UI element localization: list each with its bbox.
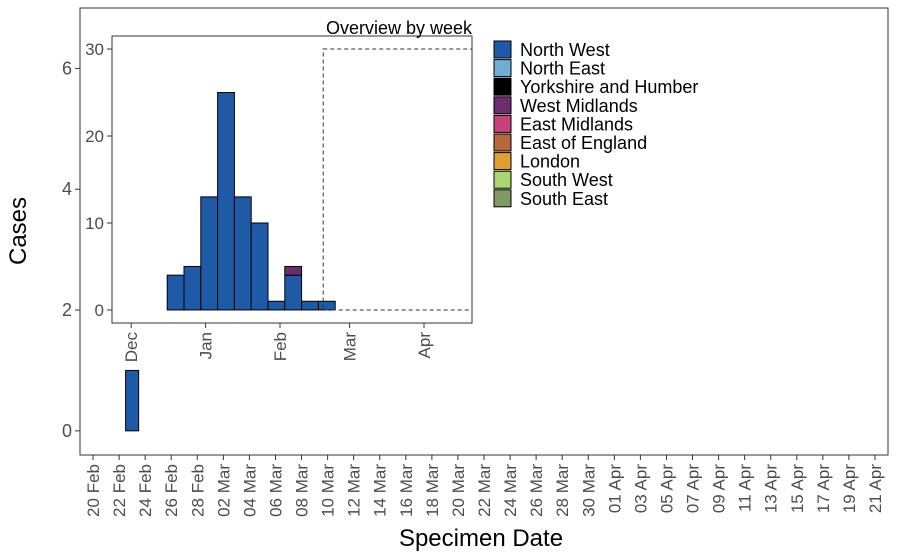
legend-label: North West — [520, 40, 610, 60]
inset-x-tick-label: Jan — [197, 332, 216, 359]
x-tick-label: 01 Apr — [605, 464, 624, 513]
x-tick-label: 26 Mar — [527, 464, 546, 517]
main-panel: 0 2 4 6 20 Feb 22 Feb 24 Feb 26 Feb 28 Feb 02 Ma… — [62, 7, 889, 517]
main-bars — [125, 369, 140, 432]
y-tick-label: 6 — [62, 58, 72, 78]
inset-y-tick-label: 0 — [95, 301, 104, 320]
legend-swatch — [493, 170, 512, 189]
x-tick-label: 17 Apr — [814, 464, 833, 513]
inset-bar — [284, 274, 303, 311]
inset-y-tick-label: 20 — [85, 127, 104, 146]
y-tick-label: 4 — [62, 179, 72, 199]
legend-swatch — [493, 96, 512, 115]
legend-swatch — [493, 133, 512, 152]
inset-x-tick-label: Dec — [122, 332, 141, 363]
legend-swatch — [493, 189, 512, 208]
x-tick-label: 24 Feb — [136, 464, 155, 517]
inset-y-tick-label: 30 — [85, 40, 104, 59]
x-tick-label: 19 Apr — [840, 464, 859, 513]
legend-label: South East — [520, 189, 608, 209]
x-tick-label: 12 Mar — [345, 464, 364, 517]
inset-x-axis: Dec Jan Feb Mar Apr — [122, 323, 434, 362]
x-tick-label: 06 Mar — [266, 464, 285, 517]
inset-bar — [183, 265, 202, 311]
inset-bar — [200, 196, 219, 311]
legend-label: North East — [520, 59, 605, 79]
x-tick-label: 03 Apr — [631, 464, 650, 513]
inset-x-tick-label: Feb — [271, 332, 290, 361]
y-axis-title: Cases — [5, 197, 32, 265]
x-tick-label: 16 Mar — [397, 464, 416, 517]
x-tick-label: 24 Mar — [501, 464, 520, 517]
x-tick-label: 30 Mar — [579, 464, 598, 517]
legend-swatch — [493, 59, 512, 78]
inset-bar — [284, 265, 303, 276]
x-tick-label: 08 Mar — [293, 464, 312, 517]
main-bar — [125, 369, 140, 432]
legend-swatch — [493, 152, 512, 171]
inset-bar — [166, 274, 185, 311]
x-tick-label: 11 Apr — [736, 464, 755, 512]
inset-bar — [301, 300, 319, 311]
x-tick-label: 04 Mar — [240, 464, 259, 517]
x-tick-label: 28 Feb — [188, 464, 207, 517]
legend-label: East Midlands — [520, 114, 633, 134]
inset-bars — [166, 92, 336, 311]
x-tick-label: 09 Apr — [710, 464, 729, 513]
inset-bar — [217, 92, 235, 311]
x-tick-label: 07 Apr — [684, 464, 703, 513]
legend-swatch — [493, 77, 512, 96]
inset-bar — [317, 300, 336, 311]
x-tick-label: 13 Apr — [762, 464, 781, 513]
inset-bar — [250, 222, 269, 311]
inset-bar — [233, 196, 252, 311]
inset-highlight-window — [322, 48, 473, 311]
inset-title: Overview by week — [326, 18, 473, 38]
x-tick-label: 02 Mar — [214, 464, 233, 517]
y-tick-label: 2 — [62, 300, 72, 320]
x-tick-label: 20 Mar — [449, 464, 468, 517]
x-tick-label: 26 Feb — [162, 464, 181, 517]
main-y-axis: 0 2 4 6 — [62, 58, 80, 441]
legend-swatch — [493, 40, 512, 59]
x-tick-label: 10 Mar — [319, 464, 338, 517]
legend-label: London — [520, 152, 580, 172]
legend-label: East of England — [520, 133, 647, 153]
inset-x-tick-label: Apr — [415, 332, 434, 359]
legend-label: South West — [520, 170, 613, 190]
inset-bar — [267, 300, 286, 311]
x-tick-label: 14 Mar — [371, 464, 390, 517]
x-tick-label: 22 Feb — [110, 464, 129, 517]
x-tick-label: 22 Mar — [475, 464, 494, 517]
inset-y-tick-label: 10 — [85, 214, 104, 233]
y-tick-label: 0 — [62, 421, 72, 441]
legend-swatch — [493, 114, 512, 133]
x-tick-label: 21 Apr — [866, 464, 885, 513]
x-axis-title: Specimen Date — [399, 525, 563, 552]
main-x-axis: 20 Feb 22 Feb 24 Feb 26 Feb 28 Feb 02 Mar 04 M… — [84, 455, 885, 517]
x-tick-label: 15 Apr — [788, 464, 807, 513]
x-tick-label: 18 Mar — [423, 464, 442, 517]
inset-y-axis: 0 10 20 30 — [85, 40, 112, 320]
x-tick-label: 05 Apr — [657, 464, 676, 513]
legend-label: West Midlands — [520, 96, 638, 116]
x-tick-label: 20 Feb — [84, 464, 103, 517]
x-tick-label: 28 Mar — [553, 464, 572, 517]
inset-x-tick-label: Mar — [341, 332, 360, 362]
legend-label: Yorkshire and Humber — [520, 77, 698, 97]
inset-chart: 0 10 20 30 Dec Jan Feb Mar Apr Overview by week — [85, 18, 473, 362]
